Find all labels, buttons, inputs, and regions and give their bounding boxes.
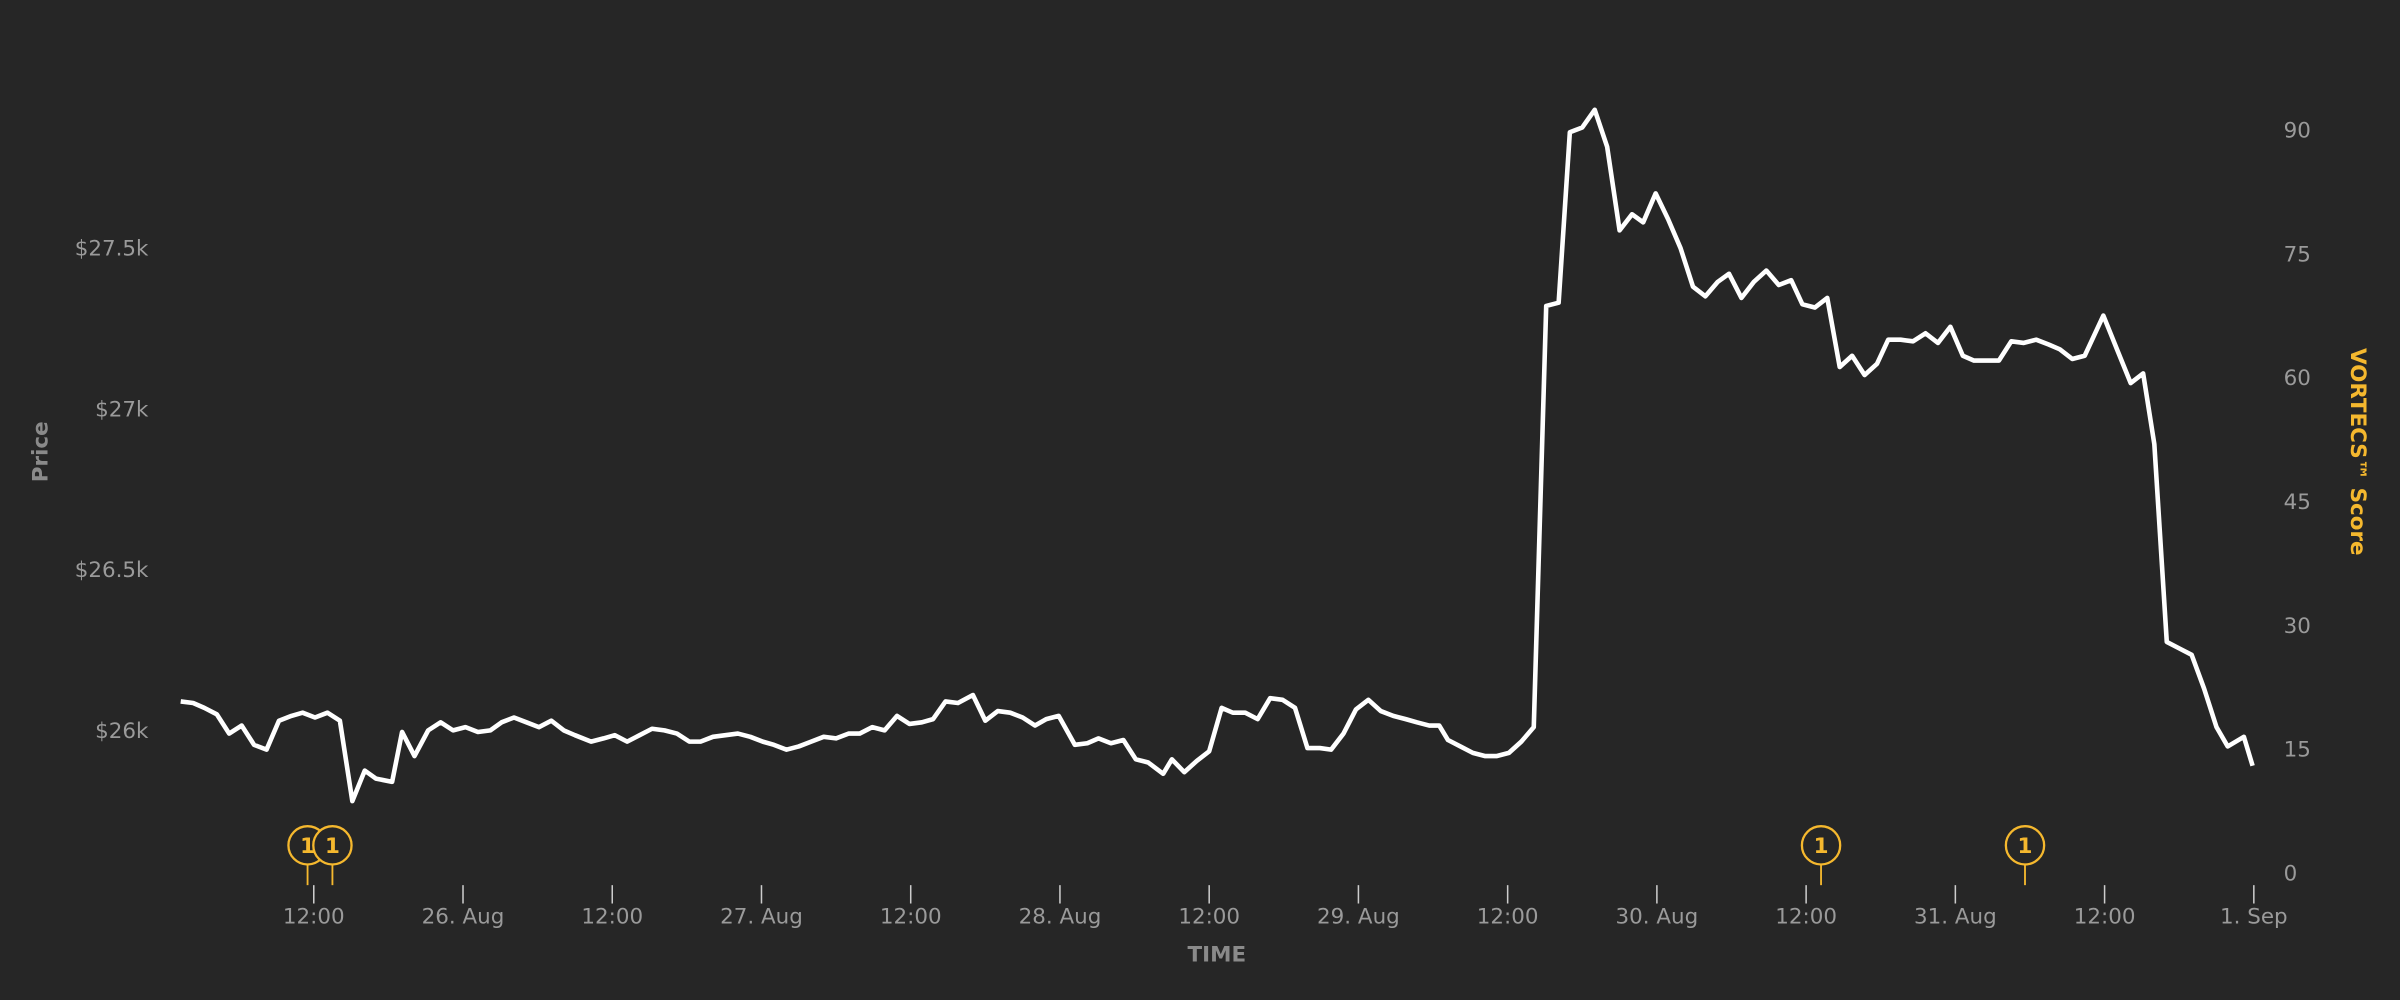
flag-label: 1 <box>300 834 315 859</box>
y2-tick-label: 15 <box>2284 738 2311 763</box>
x-tick-label: 1. Sep <box>2220 904 2288 929</box>
y-tick-label: $26.5k <box>75 558 149 583</box>
y2-tick-label: 60 <box>2284 366 2311 391</box>
x-tick-label: 12:00 <box>1775 904 1837 929</box>
x-tick-label: 12:00 <box>1178 904 1240 929</box>
y-tick-label: $26k <box>95 719 149 744</box>
x-tick-label: 12:00 <box>2074 904 2136 929</box>
x-axis-title: TIME <box>1188 943 1247 968</box>
flag-label: 1 <box>1814 834 1829 859</box>
y2-tick-label: 90 <box>2284 119 2311 144</box>
x-tick-label: 29. Aug <box>1317 904 1400 929</box>
x-tick-label: 12:00 <box>880 904 942 929</box>
x-tick-label: 12:00 <box>581 904 643 929</box>
y2-tick-label: 0 <box>2284 861 2298 886</box>
x-tick-label: 12:00 <box>1477 904 1539 929</box>
flag-label: 1 <box>325 834 340 859</box>
x-tick-label: 30. Aug <box>1616 904 1699 929</box>
flag <box>1800 825 1842 866</box>
flag-label: 1 <box>2018 834 2033 859</box>
y-axis-title: Price <box>28 421 53 482</box>
y2-tick-label: 75 <box>2284 242 2311 267</box>
y2-tick-label: 30 <box>2284 614 2311 639</box>
x-tick-label: 12:00 <box>283 904 345 929</box>
y-tick-label: $27.5k <box>75 237 149 262</box>
x-tick-label: 31. Aug <box>1914 904 1997 929</box>
x-tick-label: 28. Aug <box>1019 904 1102 929</box>
x-tick-label: 26. Aug <box>422 904 505 929</box>
price-line <box>180 107 2255 804</box>
y2-axis-title: VORTECS™ Score <box>2345 348 2370 556</box>
y-tick-label: $27k <box>95 397 149 422</box>
flag <box>2004 825 2046 866</box>
x-tick-label: 27. Aug <box>720 904 803 929</box>
flag <box>312 825 353 866</box>
y2-tick-label: 45 <box>2284 490 2311 515</box>
